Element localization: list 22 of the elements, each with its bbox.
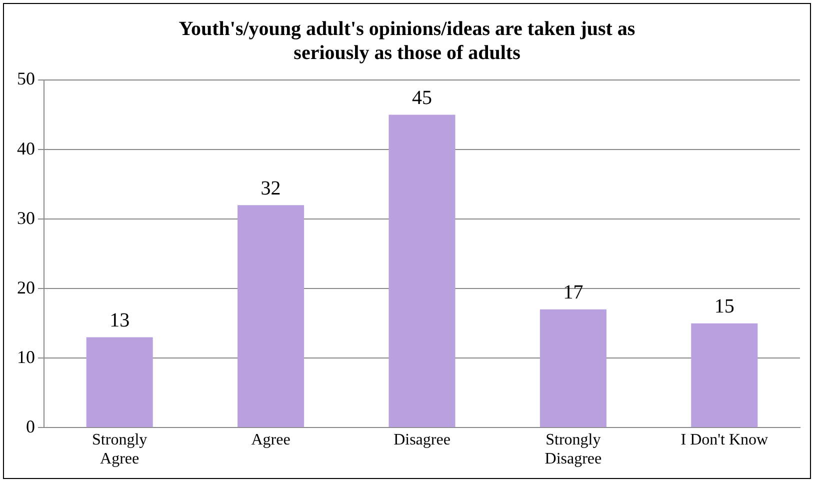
data-label: 13	[110, 309, 130, 332]
data-label: 45	[412, 87, 432, 110]
y-tick-label: 30	[17, 208, 35, 228]
y-tick-label: 0	[26, 416, 35, 436]
y-tick-label: 50	[17, 68, 35, 89]
bar	[388, 114, 456, 428]
x-tick-label: I Don't Know	[680, 431, 768, 448]
data-label: 15	[714, 296, 734, 318]
x-tick-label: Strongly Disagree	[544, 431, 602, 468]
data-label: 32	[260, 177, 281, 200]
x-tick-label: Strongly Agree	[92, 431, 148, 468]
chart-title: Youth's/young adult's opinions/ideas are taken just as seriously as those of adults	[178, 18, 636, 64]
y-tick-label: 40	[17, 138, 35, 158]
y-tick-label: 10	[17, 346, 35, 367]
bar	[691, 323, 758, 428]
data-label: 17	[563, 282, 584, 304]
x-tick-label: Agree	[251, 431, 290, 448]
x-tick-label: Disagree	[394, 431, 450, 448]
y-tick-label: 20	[17, 277, 35, 298]
bar	[86, 337, 153, 428]
bar	[540, 309, 606, 428]
bar	[238, 205, 304, 428]
